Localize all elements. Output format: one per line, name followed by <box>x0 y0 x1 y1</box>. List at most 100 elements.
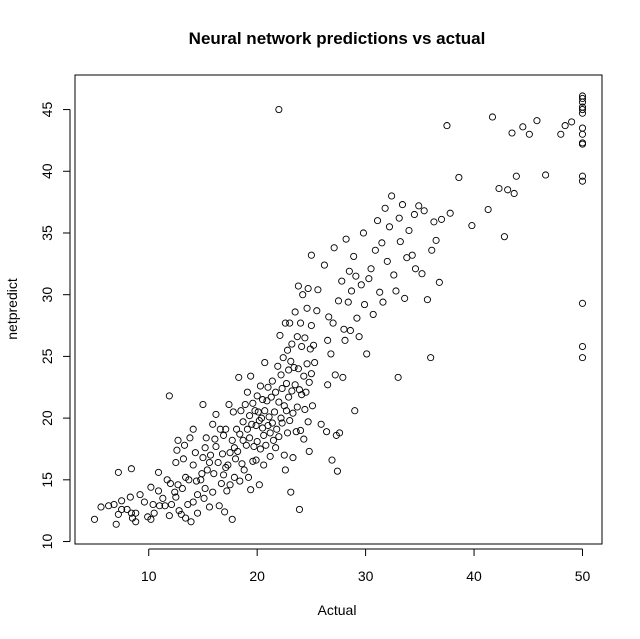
data-point <box>269 436 277 444</box>
data-point <box>317 420 325 428</box>
data-point <box>256 445 264 453</box>
data-point <box>287 488 295 496</box>
data-point <box>306 345 314 353</box>
data-point <box>236 477 244 485</box>
y-axis-label: netpredict <box>4 278 20 340</box>
data-point <box>367 265 375 273</box>
data-point <box>410 210 418 219</box>
data-point <box>199 454 207 462</box>
data-point <box>226 449 234 457</box>
x-axis: 10 20 30 40 50 <box>141 548 590 584</box>
data-point <box>283 429 292 437</box>
x-tick-label: 40 <box>466 568 482 584</box>
data-point <box>205 503 214 511</box>
data-point <box>255 417 263 425</box>
data-point <box>136 491 144 499</box>
data-point <box>293 333 301 341</box>
data-point <box>182 514 190 522</box>
data-point <box>292 428 300 436</box>
data-point <box>300 435 308 443</box>
data-point <box>214 458 222 467</box>
data-point <box>275 106 283 114</box>
data-point <box>237 407 245 415</box>
data-point <box>352 272 360 280</box>
data-point <box>198 470 206 478</box>
data-point <box>263 397 271 405</box>
data-point <box>392 287 400 295</box>
data-point <box>311 359 319 367</box>
data-point <box>578 106 587 114</box>
data-point <box>261 359 269 367</box>
data-point <box>324 336 332 344</box>
data-point <box>191 449 199 457</box>
data-point <box>126 493 134 501</box>
data-point <box>230 473 238 481</box>
data-point <box>303 360 311 368</box>
data-point <box>228 515 236 523</box>
data-point <box>381 204 389 212</box>
data-point <box>220 471 228 479</box>
data-point <box>172 458 180 467</box>
data-point <box>222 425 230 433</box>
data-point <box>233 425 241 433</box>
data-point <box>325 313 333 321</box>
data-point <box>268 377 276 385</box>
data-point <box>328 456 336 464</box>
data-point <box>334 297 343 305</box>
data-point <box>330 244 338 252</box>
data-point <box>369 310 377 318</box>
data-point <box>512 172 520 180</box>
data-point <box>314 286 322 294</box>
data-point <box>240 466 248 474</box>
data-point <box>405 226 413 235</box>
data-point <box>193 491 202 499</box>
data-point <box>244 473 253 481</box>
data-point <box>179 455 187 463</box>
data-point <box>235 373 243 381</box>
data-point <box>340 325 348 333</box>
data-point <box>280 451 288 459</box>
data-point <box>201 484 209 493</box>
data-point <box>132 518 140 526</box>
data-point <box>241 400 249 409</box>
data-point <box>212 410 220 418</box>
data-point <box>510 189 518 198</box>
data-point <box>435 278 443 286</box>
data-point <box>264 383 272 391</box>
data-point <box>299 291 307 299</box>
data-point <box>132 509 140 517</box>
x-tick-label: 20 <box>249 568 265 584</box>
data-point <box>220 431 228 439</box>
data-point <box>578 354 587 362</box>
data-point <box>203 466 211 474</box>
data-point <box>304 284 312 293</box>
data-point <box>279 354 287 362</box>
data-point <box>262 441 270 449</box>
data-point <box>398 201 407 209</box>
y-tick-label: 15 <box>39 472 55 488</box>
data-point <box>331 371 339 379</box>
data-point <box>301 405 309 414</box>
data-point <box>323 428 331 436</box>
data-point <box>338 277 346 285</box>
data-point <box>272 388 280 396</box>
data-point <box>275 398 283 406</box>
data-point <box>345 267 353 275</box>
data-point <box>189 498 197 506</box>
data-point <box>287 357 295 365</box>
data-point <box>277 414 285 422</box>
data-point <box>254 408 262 416</box>
data-point <box>275 433 283 441</box>
data-point <box>185 476 193 484</box>
data-point <box>140 498 148 506</box>
data-point <box>408 251 416 259</box>
data-point <box>307 370 315 378</box>
data-point <box>248 420 256 428</box>
data-point <box>209 420 217 428</box>
data-point <box>525 130 533 138</box>
data-point <box>171 488 179 496</box>
data-point <box>247 372 255 380</box>
data-point <box>173 446 181 454</box>
data-point <box>175 507 183 515</box>
